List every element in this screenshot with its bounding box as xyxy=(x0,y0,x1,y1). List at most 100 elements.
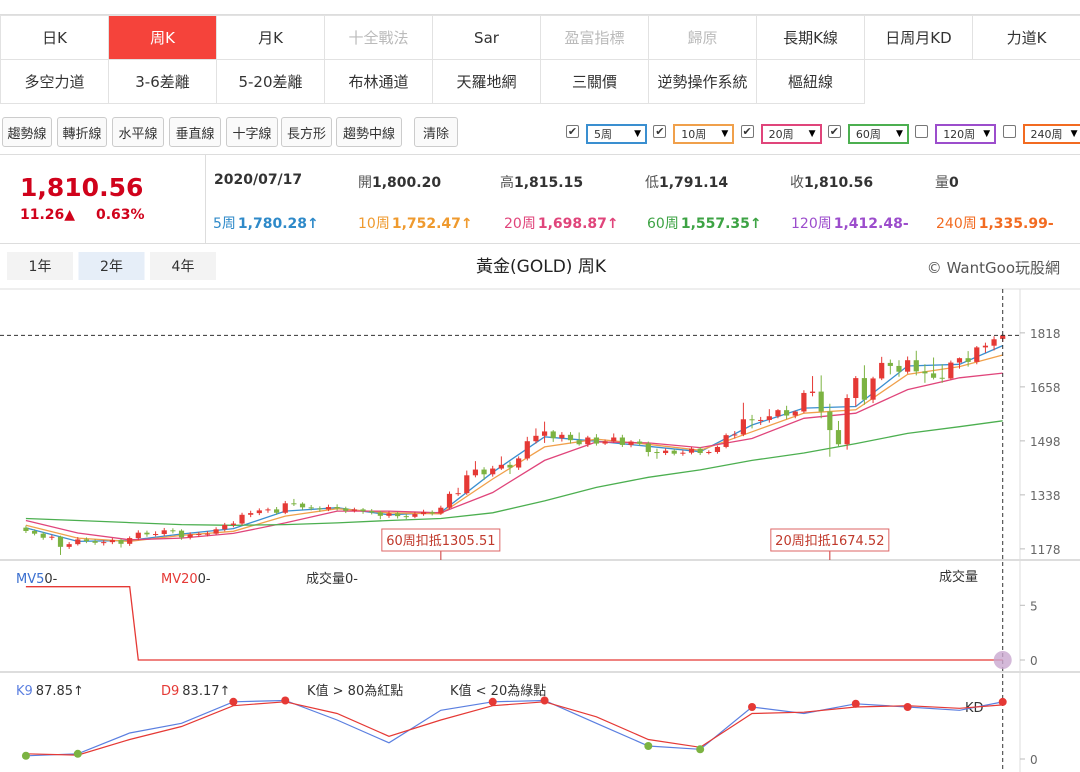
y-tick-label: 0 xyxy=(1030,654,1038,668)
candle-body xyxy=(930,373,937,378)
y-tick-label: 1338 xyxy=(1030,489,1061,503)
range-button[interactable] xyxy=(78,252,145,280)
candle-body xyxy=(256,510,262,514)
indicator-name: MV20 xyxy=(161,572,198,587)
candle-body xyxy=(360,509,366,512)
ma-checkbox[interactable]: ✔ xyxy=(827,125,841,138)
candle-body xyxy=(369,511,375,513)
kd-value: 83.17↑ xyxy=(182,684,230,699)
candle-body xyxy=(758,419,764,421)
candle-body xyxy=(455,493,461,495)
candle-body xyxy=(31,530,38,534)
chart-area: 1年 2年 4年 黃金(GOLD) 周K © WantGoo玩股網 1178 1338 149… xyxy=(0,252,1080,772)
ma-select[interactable]: 60周 xyxy=(847,124,909,144)
ma-value: 10周 1,752.47↑ xyxy=(358,213,473,233)
ma-checkbox[interactable]: ✔ xyxy=(740,125,754,138)
range-label[interactable]: 2年 xyxy=(100,259,123,275)
tool-button[interactable]: 垂直線 xyxy=(169,117,221,147)
candle-body xyxy=(161,530,167,535)
candle-body xyxy=(187,534,193,538)
candle-body xyxy=(637,441,643,444)
chart-title: 黃金(GOLD) 周K xyxy=(476,257,607,277)
field-value: 1,815.15 xyxy=(514,175,584,191)
y-tick-label: 1498 xyxy=(1030,435,1061,449)
ma-label: 60周 xyxy=(647,216,679,232)
candle-body xyxy=(619,437,625,445)
ma-select[interactable]: 5周 xyxy=(586,124,647,144)
candle-body xyxy=(438,507,444,514)
candle-body xyxy=(567,434,574,441)
ma-select[interactable]: 20周 xyxy=(760,124,822,144)
candle-body xyxy=(801,392,807,412)
tab[interactable]: 十全戰法 xyxy=(325,16,433,60)
candle-body xyxy=(343,508,349,511)
candle-body xyxy=(291,503,297,505)
annotation-box xyxy=(770,528,890,552)
ma-select[interactable]: 10周 xyxy=(673,124,735,144)
kd-dot xyxy=(540,696,549,705)
kd-dot xyxy=(281,696,290,705)
ma-checkbox[interactable] xyxy=(915,125,929,138)
tab[interactable]: 多空力道 xyxy=(1,60,109,104)
ma-label: 5周 xyxy=(213,216,236,232)
tab[interactable]: 5-20差離 xyxy=(217,60,325,104)
y-tick-label: 5 xyxy=(1030,599,1038,613)
tab[interactable]: 日K xyxy=(1,16,109,60)
candle-body xyxy=(922,371,928,374)
field-label: 開 xyxy=(358,175,372,191)
candle-body xyxy=(299,503,306,508)
tab[interactable]: 歸原 xyxy=(649,16,757,60)
tool-button[interactable]: 轉折線 xyxy=(57,117,107,147)
candle-body xyxy=(559,434,565,439)
ma-select[interactable]: 240周 xyxy=(1022,124,1080,144)
candle-body xyxy=(887,362,893,366)
clear-button[interactable]: 清除 xyxy=(414,117,458,147)
ma-select[interactable]: 120周 xyxy=(935,124,997,144)
tab[interactable]: 月K xyxy=(217,16,325,60)
tab[interactable]: 天羅地網 xyxy=(433,60,541,104)
quote-field: 量0 xyxy=(935,172,959,192)
range-button[interactable] xyxy=(150,252,216,280)
tool-button[interactable]: 十字線 xyxy=(226,117,278,147)
candle-body xyxy=(274,509,280,513)
candle-body xyxy=(127,538,133,544)
range-label[interactable]: 1年 xyxy=(29,259,52,275)
candle-body xyxy=(403,516,409,518)
tab[interactable]: 三關價 xyxy=(541,60,649,104)
ma-checkbox[interactable]: ✔ xyxy=(653,125,667,138)
y-tick-label: 1818 xyxy=(1030,327,1061,341)
range-label[interactable]: 4年 xyxy=(172,259,195,275)
candle-body xyxy=(92,541,98,543)
candle-body xyxy=(818,391,824,412)
candle-body xyxy=(135,532,141,539)
candle-body xyxy=(688,448,695,453)
ma-number: 1,698.87↑ xyxy=(537,216,619,232)
tab[interactable]: Sar xyxy=(433,16,541,60)
candle-body xyxy=(23,527,29,531)
candle-body xyxy=(481,469,487,475)
tool-button[interactable]: 水平線 xyxy=(112,117,164,147)
candle-body xyxy=(109,540,115,543)
candle-body xyxy=(248,513,254,515)
candle-body xyxy=(671,450,677,454)
tool-button[interactable]: 趨勢中線 xyxy=(336,117,402,147)
tab[interactable]: 布林通道 xyxy=(325,60,433,104)
quote-field: 低1,791.14 xyxy=(645,172,728,192)
tab[interactable]: 逆勢操作系統 xyxy=(649,60,757,104)
tool-button[interactable]: 長方形 xyxy=(281,117,332,147)
tab[interactable]: 盈富指標 xyxy=(541,16,649,60)
tab[interactable]: 周K xyxy=(109,16,217,60)
candle-body xyxy=(213,529,219,534)
tab[interactable]: 樞紐線 xyxy=(757,60,865,104)
y-tick-label: 1658 xyxy=(1030,381,1061,395)
range-button[interactable] xyxy=(7,252,73,280)
kd-name: K9 xyxy=(16,684,33,699)
end-marker xyxy=(993,651,1012,669)
tab[interactable]: 力道K xyxy=(973,16,1080,60)
ma-checkbox[interactable] xyxy=(1002,125,1016,138)
ma-checkbox[interactable]: ✔ xyxy=(566,125,579,138)
tab[interactable]: 3-6差離 xyxy=(109,60,217,104)
tool-button[interactable]: 趨勢線 xyxy=(2,117,52,147)
tab[interactable]: 長期K線 xyxy=(757,16,865,60)
tab[interactable]: 日周月KD xyxy=(865,16,973,60)
